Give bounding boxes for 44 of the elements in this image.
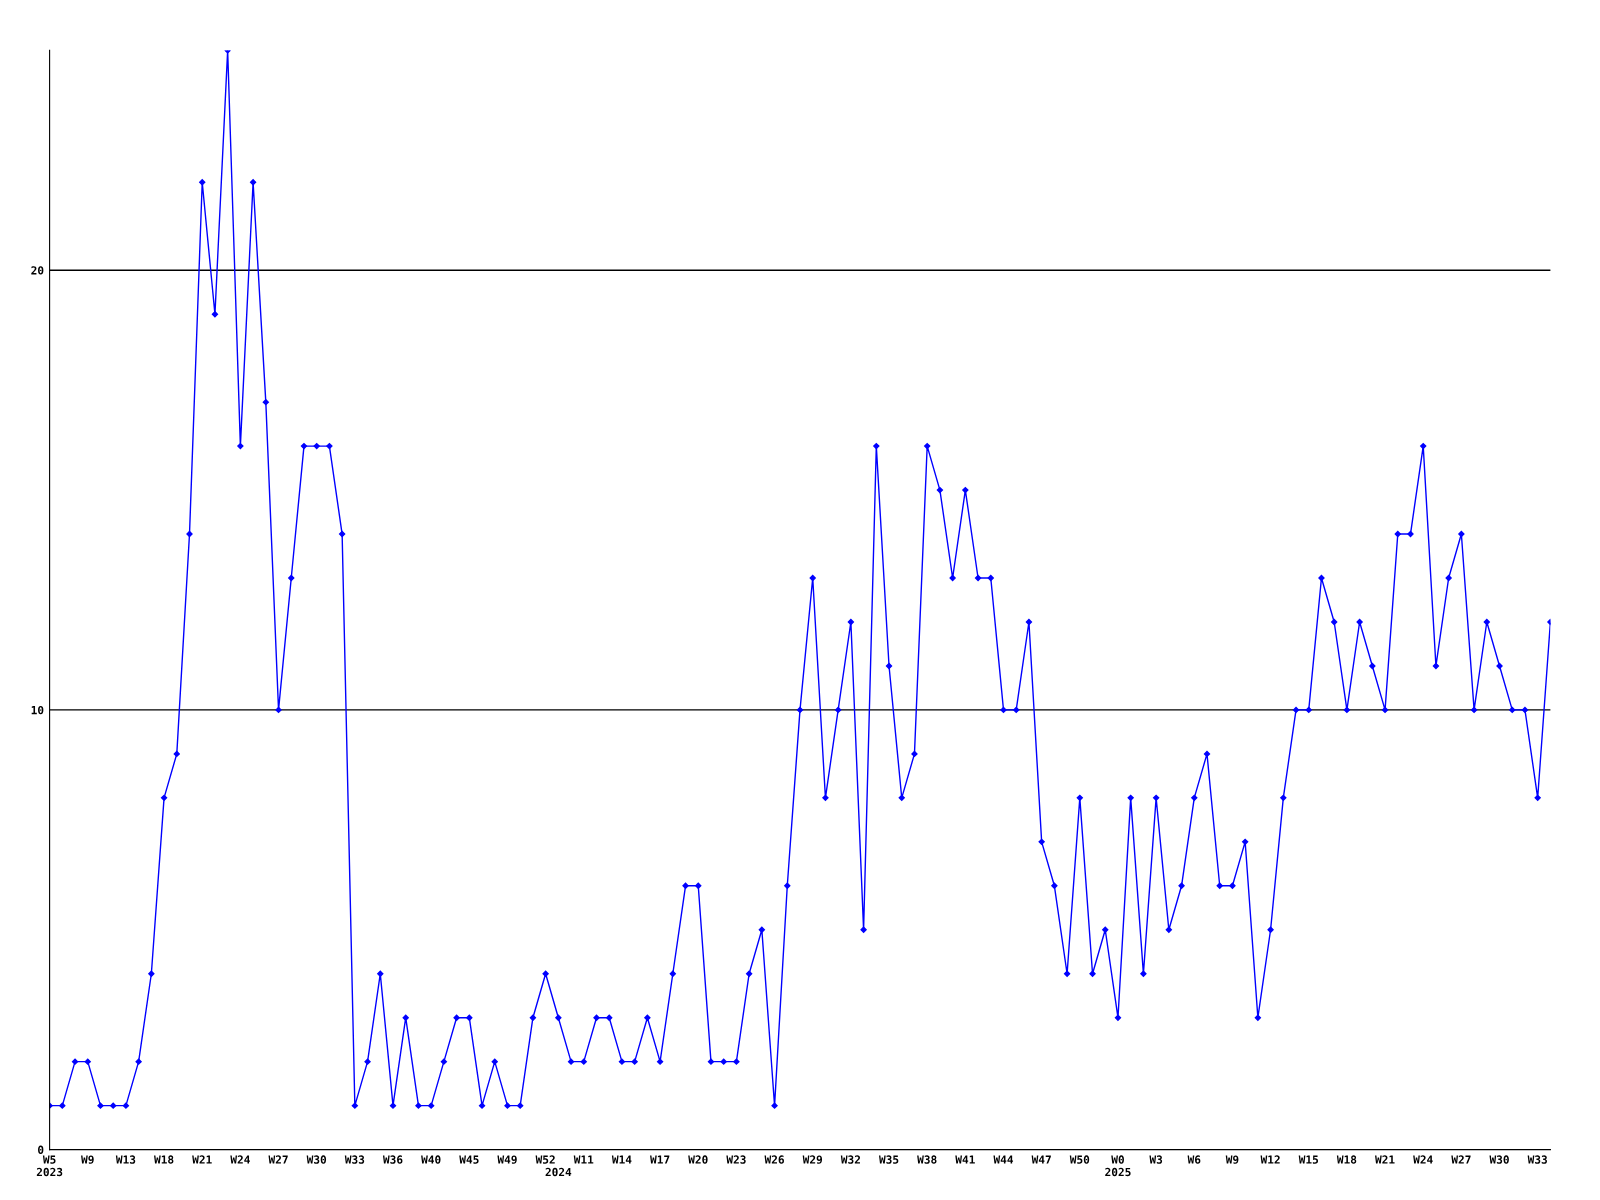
x-tick-label: W38 (917, 1155, 937, 1164)
x-tick-label: W18 (154, 1155, 174, 1164)
x-tick-label: W24 (1413, 1155, 1433, 1164)
x-tick-label: W35 (879, 1155, 899, 1164)
x-tick-label: W45 (459, 1155, 479, 1164)
x-tick-label: W41 (955, 1155, 975, 1164)
x-tick-label: W49 (497, 1155, 517, 1164)
x-tick-label: W30 (306, 1155, 327, 1164)
y-tick-label: 0 (38, 1145, 44, 1154)
x-tick-label: 2024 (545, 1167, 572, 1177)
x-tick-label: W21 (192, 1155, 212, 1164)
x-tick-label: W9 (81, 1155, 94, 1164)
x-tick-label: W18 (1336, 1155, 1357, 1164)
x-tick-label: W27 (268, 1155, 288, 1164)
x-tick-label: W5 2023 (36, 1155, 63, 1177)
x-tick-label: W44 (993, 1155, 1014, 1164)
x-tick-label: W30 (1489, 1155, 1509, 1164)
x-tick-label: W40 (421, 1155, 441, 1164)
x-tick-label: W47 (1031, 1155, 1051, 1164)
x-tick-label: W26 (764, 1155, 784, 1164)
y-tick-label: 20 (31, 266, 44, 275)
x-tick-label: W12 (1260, 1155, 1280, 1164)
x-tick-label: W33 (344, 1155, 365, 1164)
x-tick-label: W23 (726, 1155, 746, 1164)
x-tick-label: W3 (1149, 1155, 1163, 1164)
x-tick-label: W27 (1451, 1155, 1471, 1164)
x-tick-label: W17 (650, 1155, 670, 1164)
x-tick-label: W14 (611, 1155, 632, 1164)
x-tick-label: W11 (573, 1155, 594, 1164)
x-tick-label: W29 (802, 1155, 823, 1164)
x-tick-label: W33 (1527, 1155, 1547, 1164)
x-tick-label: W24 (230, 1155, 250, 1164)
x-tick-label: W50 (1069, 1155, 1090, 1164)
x-tick-label: W13 (115, 1155, 136, 1164)
x-tick-label: W0 2025 (1105, 1155, 1131, 1177)
x-tick-label: W21 (1375, 1155, 1395, 1164)
x-tick-label: W9 (1225, 1155, 1239, 1164)
x-tick-label: W52 (535, 1155, 555, 1164)
x-tick-label: W20 (688, 1155, 708, 1164)
y-tick-label: 10 (31, 705, 44, 715)
x-tick-label: W6 (1187, 1155, 1201, 1164)
x-tick-label: W15 (1298, 1155, 1319, 1164)
x-tick-label: W32 (840, 1155, 860, 1164)
x-tick-label: W36 (382, 1155, 403, 1164)
